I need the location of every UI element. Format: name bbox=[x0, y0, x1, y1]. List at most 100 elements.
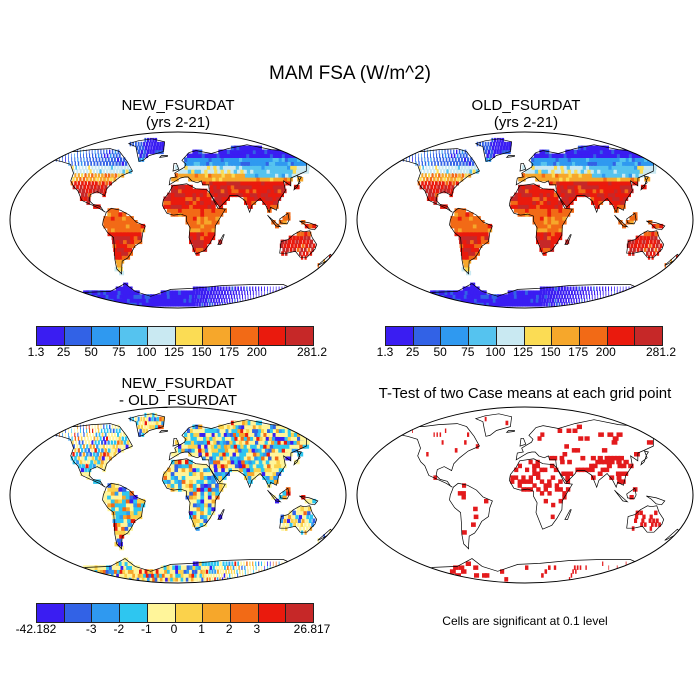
grid-cell bbox=[543, 302, 546, 307]
grid-cell bbox=[282, 302, 285, 307]
grid-cell bbox=[206, 165, 212, 170]
grid-cell bbox=[546, 196, 552, 201]
grid-cell bbox=[234, 448, 240, 453]
grid-cell bbox=[129, 573, 135, 578]
grid-cell bbox=[271, 495, 276, 500]
grid-cell bbox=[252, 188, 258, 194]
grid-cell bbox=[201, 452, 207, 457]
grid-cell bbox=[178, 302, 182, 307]
grid-cell bbox=[81, 448, 84, 453]
grid-cell bbox=[211, 204, 216, 209]
grid-cell bbox=[123, 432, 126, 437]
grid-cell bbox=[204, 153, 210, 158]
grid-cell bbox=[230, 169, 236, 174]
grid-cell bbox=[103, 452, 106, 457]
grid-cell bbox=[658, 247, 661, 252]
grid-cell bbox=[61, 577, 70, 582]
grid-cell bbox=[640, 153, 648, 158]
grid-cell bbox=[74, 161, 76, 166]
grid-cell bbox=[221, 573, 223, 578]
grid-cell bbox=[462, 161, 465, 166]
grid-cell bbox=[258, 290, 260, 295]
grid-cell bbox=[438, 180, 442, 186]
grid-cell bbox=[222, 561, 225, 566]
grid-cell bbox=[670, 259, 672, 264]
grid-cell bbox=[510, 290, 515, 295]
grid-cell bbox=[196, 491, 201, 496]
grid-cell bbox=[210, 286, 214, 291]
grid-cell bbox=[418, 157, 420, 162]
grid-cell bbox=[525, 290, 529, 295]
coastline bbox=[614, 489, 629, 503]
grid-cell bbox=[185, 208, 190, 213]
grid-cell bbox=[262, 577, 264, 582]
grid-cell bbox=[114, 530, 120, 535]
grid-cell bbox=[435, 180, 438, 186]
grid-cell bbox=[280, 239, 284, 245]
grid-cell bbox=[639, 235, 643, 241]
grid-cell bbox=[211, 208, 216, 213]
grid-cell bbox=[207, 220, 213, 225]
grid-cell bbox=[125, 169, 129, 174]
grid-cell bbox=[621, 180, 628, 186]
grid-cell bbox=[211, 200, 216, 205]
grid-cell bbox=[232, 565, 235, 570]
grid-cell bbox=[615, 298, 617, 303]
grid-cell bbox=[252, 577, 254, 582]
grid-cell bbox=[645, 239, 650, 245]
panel-diff-title-line1: NEW_FSURDAT bbox=[121, 375, 235, 392]
grid-cell bbox=[210, 298, 213, 303]
grid-cell bbox=[477, 294, 483, 299]
grid-cell bbox=[457, 216, 463, 221]
grid-cell bbox=[535, 298, 539, 303]
grid-cell bbox=[181, 188, 186, 194]
grid-cell bbox=[261, 561, 262, 566]
grid-cell bbox=[236, 157, 242, 162]
grid-cell bbox=[147, 569, 152, 574]
grid-cell bbox=[273, 177, 279, 182]
grid-cell bbox=[195, 290, 199, 295]
grid-cell bbox=[258, 294, 260, 299]
grid-cell bbox=[117, 440, 120, 445]
grid-cell bbox=[198, 577, 201, 582]
grid-cell bbox=[100, 428, 103, 433]
grid-cell bbox=[204, 216, 209, 221]
coastline bbox=[505, 430, 515, 433]
grid-cell bbox=[154, 412, 158, 418]
grid-cell bbox=[124, 251, 130, 256]
grid-cell bbox=[233, 420, 239, 426]
grid-cell bbox=[137, 227, 142, 233]
grid-cell bbox=[282, 444, 289, 449]
grid-cell bbox=[422, 298, 430, 303]
grid-cell bbox=[199, 432, 204, 437]
grid-cell bbox=[241, 149, 247, 155]
grid-cell bbox=[125, 220, 131, 225]
coastline bbox=[614, 214, 629, 228]
grid-cell bbox=[244, 569, 246, 574]
grid-cell bbox=[174, 184, 179, 190]
grid-cell bbox=[92, 302, 100, 307]
grid-cell bbox=[611, 180, 617, 186]
grid-cell bbox=[200, 475, 205, 480]
grid-cell bbox=[656, 157, 664, 162]
grid-cell bbox=[458, 212, 463, 217]
grid-cell bbox=[605, 459, 611, 465]
map-border bbox=[356, 406, 694, 584]
grid-cell bbox=[118, 487, 123, 492]
grid-cell bbox=[80, 153, 81, 158]
grid-cell bbox=[207, 208, 213, 213]
grid-cell bbox=[625, 220, 631, 225]
grid-cell bbox=[68, 428, 69, 433]
grid-cell bbox=[107, 212, 112, 217]
grid-cell bbox=[269, 290, 271, 295]
grid-cell bbox=[281, 290, 283, 295]
grid-cell bbox=[226, 165, 231, 170]
grid-cell bbox=[94, 298, 101, 303]
grid-cell bbox=[213, 153, 219, 158]
grid-cell bbox=[304, 506, 308, 512]
grid-cell bbox=[261, 471, 267, 476]
grid-cell bbox=[550, 514, 555, 520]
grid-cell bbox=[549, 180, 554, 186]
grid-cell bbox=[649, 428, 657, 433]
grid-cell bbox=[431, 192, 435, 198]
